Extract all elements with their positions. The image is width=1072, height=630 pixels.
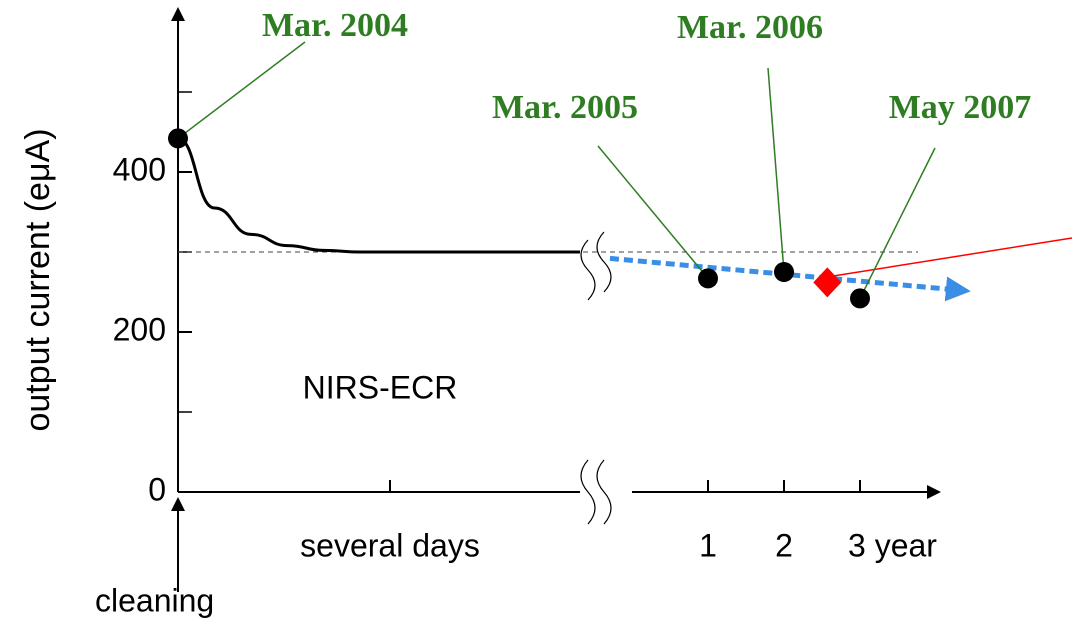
data-point <box>850 288 870 309</box>
annotation-pointer <box>177 41 306 139</box>
annotation-pointer <box>859 147 936 299</box>
y-tick-label: 200 <box>113 311 166 347</box>
start-label: cleaning <box>95 582 214 618</box>
annotation: May 2007 <box>889 89 1032 126</box>
x-tick-label: 1 <box>699 527 717 563</box>
annotation: Mar. 2005 <box>492 89 638 126</box>
x-tick-label: 3 year <box>848 527 937 563</box>
annotation: Mar. 2004 <box>262 7 408 44</box>
marker-diamond <box>813 267 842 298</box>
data-point <box>698 268 718 289</box>
marker-pointer <box>826 237 1072 278</box>
annotation-pointer <box>767 67 785 273</box>
decay-curve <box>177 136 580 254</box>
axis-break <box>580 231 612 525</box>
y-tick-label: 400 <box>113 151 166 187</box>
y-tick-label: 0 <box>148 471 166 507</box>
x-tick-label: 2 <box>775 527 793 563</box>
data-point <box>774 262 794 282</box>
x-tick-label: several days <box>300 527 480 563</box>
data-point <box>168 128 188 149</box>
y-axis-label: output current (eμA) <box>19 128 57 431</box>
annotation-pointer <box>597 145 709 279</box>
annotation: Mar. 2006 <box>677 9 823 46</box>
chart-title: NIRS-ECR <box>303 369 458 405</box>
